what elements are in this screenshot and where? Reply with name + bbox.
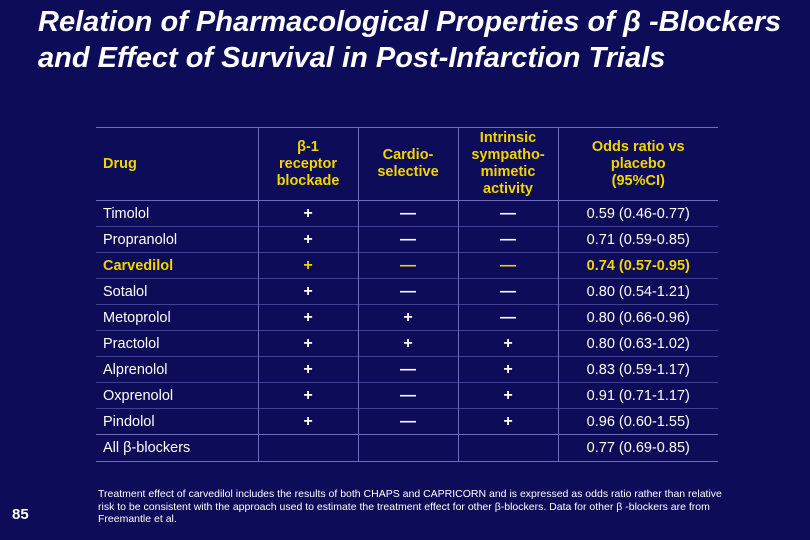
odds-ratio-value: 0.96 (0.60-1.55) [586, 413, 690, 430]
table-row-total: All β-blockers 0.77 (0.69-0.85) [96, 434, 718, 462]
table-row: Oxprenolol + — + 0.91 (0.71-1.17) [96, 382, 718, 409]
empty-cell [358, 434, 459, 462]
drug-name: Pindolol [96, 408, 259, 435]
drug-name-total: All β-blockers [96, 434, 259, 462]
drug-name: Practolol [96, 330, 259, 357]
drug-name: Propranolol [96, 226, 259, 253]
isa-value: + [458, 382, 559, 409]
beta1-value: + [258, 226, 359, 253]
odds-ratio-value: 0.80 (0.66-0.96) [586, 309, 690, 326]
properties-table-container: Drug β-1 receptor blockade Cardio- selec… [96, 127, 718, 463]
empty-cell [458, 434, 559, 462]
beta1-value: + [258, 330, 359, 357]
empty-cell [258, 434, 359, 462]
cardioselective-value: — [358, 226, 459, 253]
beta1-value: + [258, 304, 359, 331]
table-header-row: Drug β-1 receptor blockade Cardio- selec… [96, 127, 718, 201]
table-row: Alprenolol + — + 0.83 (0.59-1.17) [96, 356, 718, 383]
cardioselective-value: — [358, 356, 459, 383]
beta1-value: + [258, 200, 359, 227]
isa-value: — [458, 304, 559, 331]
isa-value: — [458, 226, 559, 253]
cardioselective-value: + [358, 330, 459, 357]
odds-ratio-value: 0.80 (0.63-1.02) [586, 335, 690, 352]
cardioselective-value: — [358, 408, 459, 435]
odds-ratio-value: 0.71 (0.59-0.85) [586, 231, 690, 248]
isa-value: + [458, 408, 559, 435]
beta1-value: + [258, 252, 359, 279]
beta1-value: + [258, 356, 359, 383]
cardioselective-value: — [358, 200, 459, 227]
header-drug: Drug [96, 127, 259, 201]
slide-title: Relation of Pharmacological Properties o… [38, 6, 782, 74]
odds-ratio-value: 0.83 (0.59-1.17) [586, 361, 690, 378]
beta1-value: + [258, 382, 359, 409]
page-number: 85 [12, 506, 29, 523]
drug-name: Oxprenolol [96, 382, 259, 409]
drug-name: Alprenolol [96, 356, 259, 383]
header-odds-ratio: Odds ratio vs placebo (95%CI) [591, 138, 685, 189]
odds-ratio-value: 0.80 (0.54-1.21) [586, 283, 690, 300]
table-row: Propranolol + — — 0.71 (0.59-0.85) [96, 226, 718, 253]
beta1-value: + [258, 278, 359, 305]
drug-name: Timolol [96, 200, 259, 227]
odds-ratio-value: 0.74 (0.57-0.95) [586, 257, 690, 274]
cardioselective-value: — [358, 252, 459, 279]
table-row: Metoprolol + + — 0.80 (0.66-0.96) [96, 304, 718, 331]
beta1-value: + [258, 408, 359, 435]
isa-value: — [458, 200, 559, 227]
odds-ratio-total: 0.77 (0.69-0.85) [586, 440, 690, 456]
drug-name: Sotalol [96, 278, 259, 305]
table-row: Sotalol + — — 0.80 (0.54-1.21) [96, 278, 718, 305]
isa-value: — [458, 252, 559, 279]
odds-ratio-value: 0.59 (0.46-0.77) [586, 205, 690, 222]
cardioselective-value: + [358, 304, 459, 331]
drug-name: Metoprolol [96, 304, 259, 331]
table-row: Pindolol + — + 0.96 (0.60-1.55) [96, 408, 718, 435]
header-beta1-blockade: β-1 receptor blockade [258, 127, 359, 201]
table-row-highlighted: Carvedilol + — — 0.74 (0.57-0.95) [96, 252, 718, 279]
header-cardioselective: Cardio- selective [358, 127, 459, 201]
table-row: Timolol + — — 0.59 (0.46-0.77) [96, 200, 718, 227]
drug-name: Carvedilol [96, 252, 259, 279]
odds-ratio-value: 0.91 (0.71-1.17) [586, 387, 690, 404]
footnote: Treatment effect of carvedilol includes … [98, 488, 722, 525]
isa-value: + [458, 356, 559, 383]
cardioselective-value: — [358, 278, 459, 305]
cardioselective-value: — [358, 382, 459, 409]
header-isa: Intrinsic sympatho- mimetic activity [458, 127, 559, 201]
isa-value: — [458, 278, 559, 305]
properties-table: Drug β-1 receptor blockade Cardio- selec… [96, 127, 718, 462]
isa-value: + [458, 330, 559, 357]
table-row: Practolol + + + 0.80 (0.63-1.02) [96, 330, 718, 357]
